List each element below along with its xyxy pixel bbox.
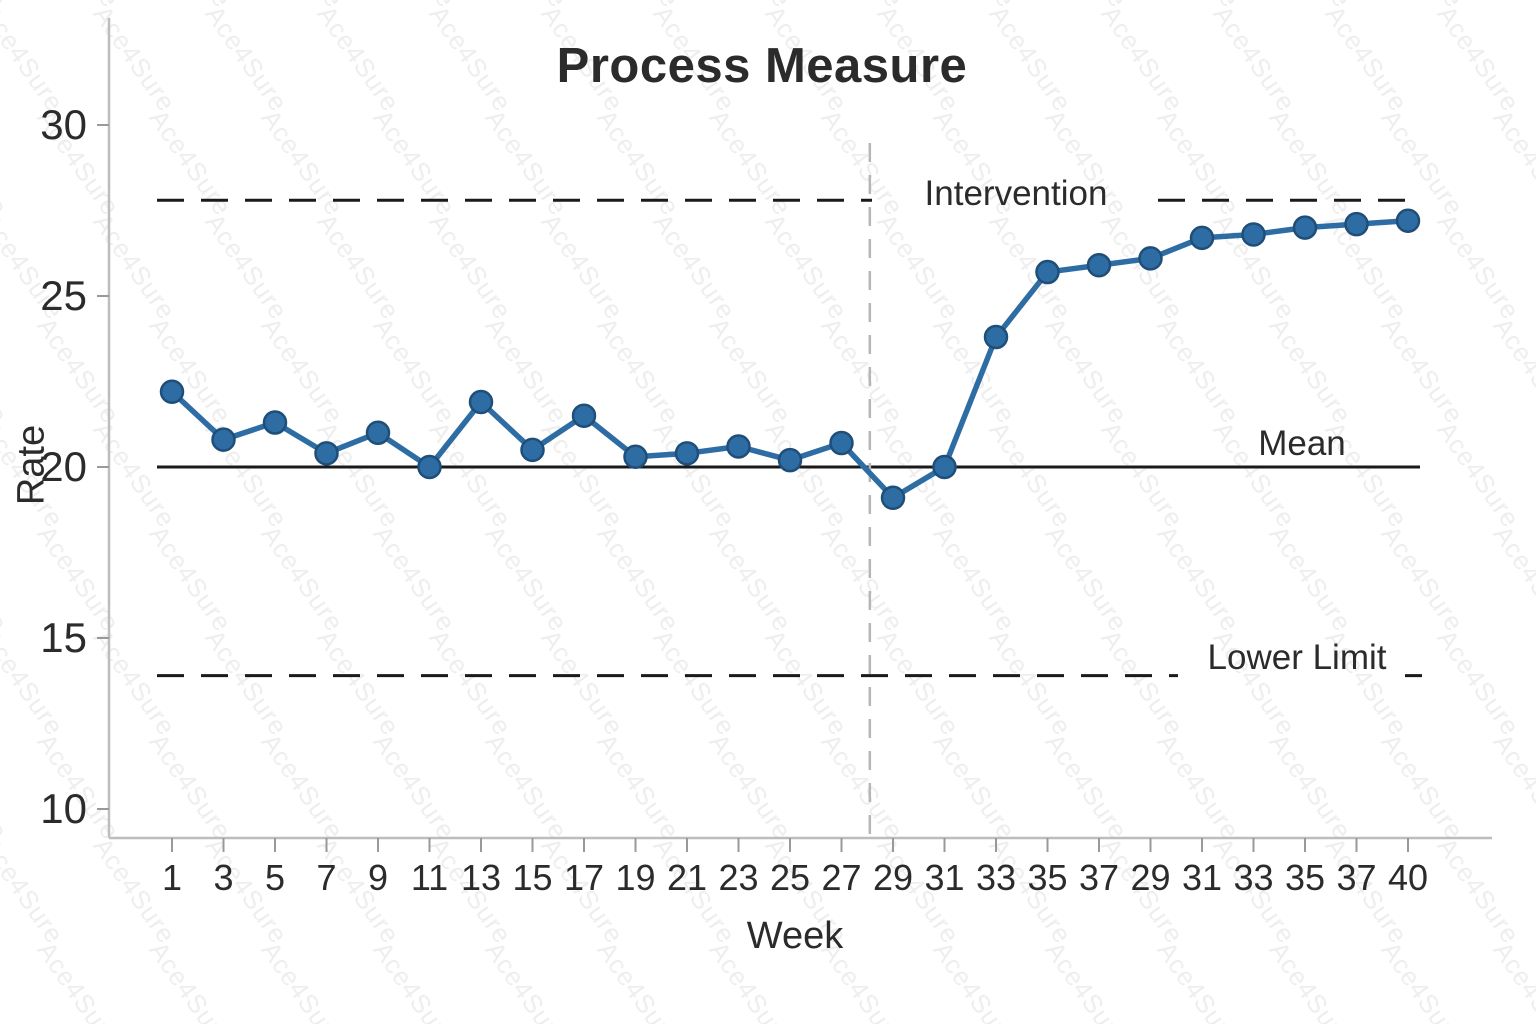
data-point: [417, 454, 442, 480]
x-tick-label: 11: [411, 857, 448, 898]
data-point: [211, 427, 236, 452]
data-point: [880, 485, 906, 511]
data-point: [314, 441, 339, 466]
y-tick-label: 25: [40, 272, 87, 319]
x-tick-label: 33: [1233, 857, 1273, 898]
data-point: [726, 434, 751, 459]
data-point: [571, 403, 597, 428]
y-tick-label: 20: [40, 443, 87, 490]
lower-limit-annotation: Lower Limit: [1207, 638, 1387, 677]
x-tick-label: 35: [1027, 857, 1067, 898]
data-point: [1138, 246, 1163, 271]
x-tick-label: 17: [564, 857, 604, 898]
x-tick-label: 1: [162, 857, 182, 898]
x-tick-label: 40: [1388, 857, 1428, 898]
data-point: [520, 437, 545, 463]
data-point: [365, 420, 391, 446]
x-axis-label: Week: [746, 915, 844, 957]
mean-annotation: Mean: [1258, 424, 1346, 463]
data-point: [777, 447, 803, 473]
data-point: [674, 441, 700, 466]
data-point: [932, 454, 957, 480]
x-tick-label: 13: [461, 857, 501, 898]
x-tick-label: 23: [718, 857, 758, 898]
data-point: [983, 324, 1009, 350]
data-point: [262, 410, 288, 435]
x-tick-label: 37: [1079, 857, 1119, 898]
x-tick-label: 25: [770, 857, 810, 898]
chart-title: Process Measure: [556, 39, 968, 93]
x-tick-label: 31: [1182, 857, 1222, 898]
data-point: [1189, 225, 1215, 251]
data-point: [1035, 259, 1060, 285]
data-point: [1395, 208, 1421, 234]
x-tick-label: 5: [265, 857, 285, 898]
x-tick-label: 3: [213, 857, 233, 898]
data-point: [1241, 222, 1266, 247]
x-tick-label: 19: [615, 857, 655, 898]
data-point: [468, 389, 494, 415]
x-tick-label: 7: [316, 857, 336, 898]
y-tick-label: 10: [40, 785, 87, 832]
data-point: [1292, 215, 1318, 240]
x-tick-label: 29: [1130, 857, 1170, 898]
x-tick-label: 31: [924, 857, 964, 898]
x-tick-label: 27: [821, 857, 861, 898]
data-point: [159, 379, 185, 405]
x-tick-label: 15: [512, 857, 552, 898]
y-axis-label: Rate: [10, 424, 53, 506]
data-point: [623, 444, 648, 469]
x-tick-label: 35: [1285, 857, 1325, 898]
x-tick-label: 21: [667, 857, 707, 898]
x-tick-label: 9: [368, 857, 388, 898]
data-point: [1086, 252, 1112, 278]
intervention-annotation: Intervention: [924, 174, 1108, 213]
x-tick-label: 33: [976, 857, 1016, 898]
y-tick-label: 30: [40, 101, 87, 148]
y-tick-label: 15: [40, 614, 87, 661]
x-tick-label: 29: [873, 857, 913, 898]
x-tick-label: 37: [1336, 857, 1376, 898]
data-point: [1344, 211, 1369, 237]
data-point: [829, 430, 854, 456]
